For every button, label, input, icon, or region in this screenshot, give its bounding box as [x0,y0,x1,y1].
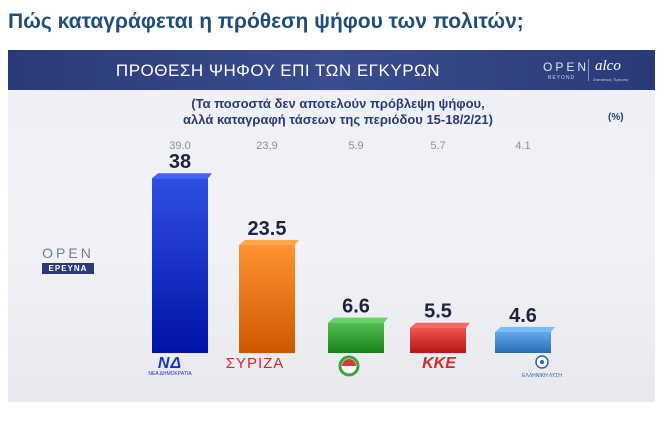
bar-top-1 [239,239,299,245]
party-logo-elliniki-lysi: ΕΛΛΗΝΙΚΗ ΛΥΣΗ [520,355,564,379]
party-logo-kke: ΚΚΕ [422,355,456,372]
open-logo-word: OPEN [42,245,94,261]
chart-subtitle: (Τα ποσοστά δεν αποτελούν πρόβλεψη ψήφου… [128,96,548,128]
bar-top-2 [328,317,388,323]
previous-value-label-2: 5.9 [348,140,363,152]
previous-value-label-3: 5.7 [430,140,445,152]
previous-value-label-4: 4.1 [515,140,530,152]
bar-top-0 [152,173,212,179]
bar-0 [152,178,208,353]
open-logo-tag: ΕΡΕΥΝΑ [42,263,94,274]
bar-3 [410,327,466,353]
bar-1 [239,244,295,353]
open-logo: OPEN [543,60,590,74]
panel-header: ΠΡΟΘΕΣΗ ΨΗΦΟΥ ΕΠΙ ΤΩΝ ΕΓΚΥΡΩΝ OPEN BEYON… [8,50,655,90]
party-logo-nd: ΝΔ ΝΕΑ ΔΗΜΟΚΡΑΤΙΑ [135,355,205,377]
party-logo-syriza: ΣΥΡΙΖΑ [225,355,285,372]
brand-divider [588,59,589,81]
previous-value-label-0: 39.0 [169,140,190,152]
subtitle-line-1: (Τα ποσοστά δεν αποτελούν πρόβλεψη ψήφου… [191,96,485,111]
bar-top-3 [410,322,470,328]
previous-value-label-1: 23.9 [256,140,277,152]
nd-logo-word: ΝΔ [157,355,183,372]
bar-value-label-0: 38 [169,151,191,173]
bar-4 [495,331,551,353]
bar-value-label-2: 6.6 [342,296,370,318]
subtitle-line-2: αλλά καταγραφή τάσεων της περιόδου 15-18… [183,112,493,127]
bar-value-label-1: 23.5 [248,218,287,240]
chart-title: ΠΡΟΘΕΣΗ ΨΗΦΟΥ ΕΠΙ ΤΩΝ ΕΓΚΥΡΩΝ [115,61,441,80]
elliniki-lysi-emblem-icon [535,355,549,369]
elliniki-lysi-subtitle: ΕΛΛΗΝΙΚΗ ΛΥΣΗ [522,373,562,379]
bar-value-label-3: 5.5 [424,301,452,323]
page-headline: Πώς καταγράφεται η πρόθεση ψήφου των πολ… [8,10,524,33]
bar-2 [328,322,384,353]
open-erevna-logo: OPEN ΕΡΕΥΝΑ [38,245,98,274]
alco-logo-subtitle: Στατιστικές Έρευνες [593,77,629,82]
bar-top-4 [495,326,555,332]
bar-value-label-4: 4.6 [509,305,537,327]
alco-logo: alco [595,58,621,74]
open-logo-subtitle: BEYOND [548,75,576,81]
pasok-sun-icon [338,355,360,377]
party-logo-pasok [332,355,366,382]
unit-label: (%) [608,112,624,123]
nd-logo-subtitle: ΝΕΑ ΔΗΜΟΚΡΑΤΙΑ [148,371,192,377]
